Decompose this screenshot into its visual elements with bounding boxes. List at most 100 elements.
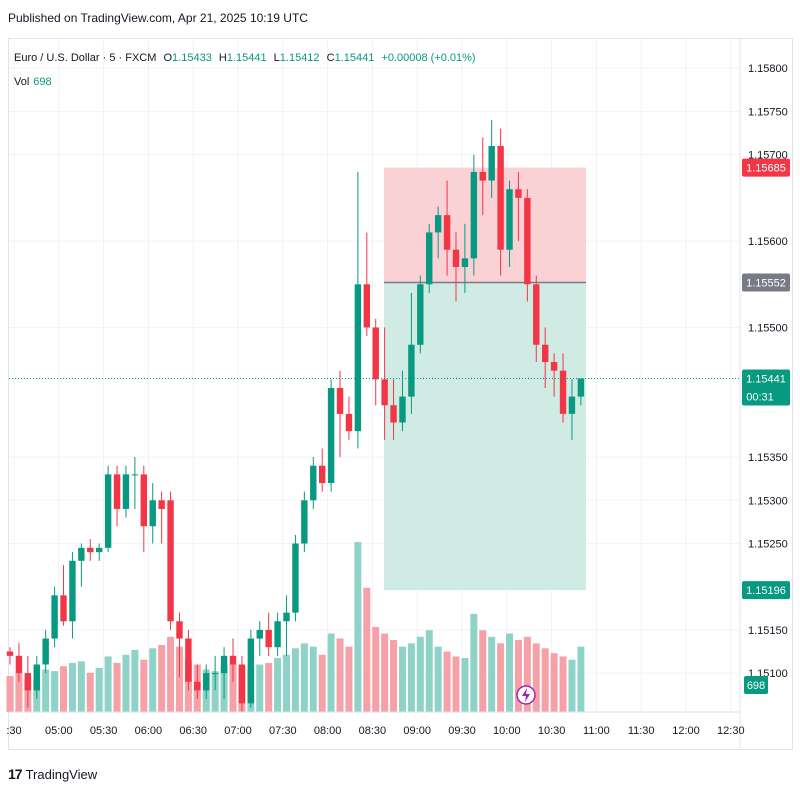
volume-bar bbox=[407, 643, 415, 712]
volume-bar bbox=[291, 648, 299, 712]
volume-bar bbox=[283, 654, 291, 712]
volume-bar bbox=[327, 633, 335, 712]
candle-body bbox=[568, 396, 576, 414]
candle-body bbox=[488, 146, 495, 181]
flash-icon[interactable] bbox=[516, 685, 536, 705]
volume-bar bbox=[300, 643, 308, 712]
volume-bar bbox=[86, 672, 94, 712]
volume-bar bbox=[452, 656, 460, 712]
volume-bar bbox=[167, 636, 175, 712]
volume-bar bbox=[372, 627, 380, 712]
price-tick-label: 1.15350 bbox=[748, 452, 788, 464]
volume-bar bbox=[309, 646, 317, 712]
volume-bar bbox=[568, 659, 576, 712]
volume-bar bbox=[390, 640, 398, 712]
low-value: 1.15412 bbox=[279, 52, 320, 64]
volume-bar bbox=[211, 671, 219, 712]
volume-legend[interactable]: Vol 698 bbox=[14, 76, 52, 88]
time-tick-label: 05:00 bbox=[45, 725, 73, 737]
volume-bar bbox=[506, 633, 514, 712]
candle-body bbox=[229, 655, 237, 665]
volume-bar bbox=[175, 646, 183, 712]
volume-bar bbox=[443, 651, 451, 712]
candle-body bbox=[542, 344, 549, 363]
time-tick-label: 12:30 bbox=[717, 725, 745, 737]
time-axis[interactable]: :30 05:00 05:30 06:00 06:30 07:00 07:30 08:00 08… bbox=[6, 711, 745, 737]
close-value: 1.15441 bbox=[334, 52, 375, 64]
candle-body bbox=[399, 396, 406, 423]
chart-frame[interactable] bbox=[8, 38, 793, 750]
last-price-label-countdown: 00:31 bbox=[746, 391, 774, 403]
volume-bar bbox=[514, 640, 522, 712]
candle-body bbox=[497, 146, 504, 250]
volume-bar bbox=[68, 662, 76, 712]
open-value: 1.15433 bbox=[172, 52, 212, 64]
time-tick-label: 09:30 bbox=[448, 725, 476, 737]
time-tick-label: 10:00 bbox=[493, 725, 521, 737]
candle-body bbox=[274, 621, 281, 648]
volume-bar bbox=[51, 671, 59, 712]
axis-price-labels: 1.15685 1.15552 1.15441 00:31 1.15196 698 bbox=[742, 158, 790, 694]
volume-bar bbox=[131, 649, 139, 712]
symbol-name[interactable]: Euro / U.S. Dollar · 5 · FXCM bbox=[14, 52, 157, 64]
volume-bar bbox=[42, 669, 50, 712]
time-tick-label: 07:00 bbox=[224, 725, 252, 737]
candle-body bbox=[524, 197, 531, 285]
candle-body bbox=[220, 655, 228, 674]
time-tick-label: 10:30 bbox=[538, 725, 566, 737]
price-axis[interactable]: 1.158001.157501.157001.156001.155001.153… bbox=[739, 38, 788, 750]
last-volume-label-bg bbox=[744, 676, 768, 694]
volume-bar bbox=[336, 638, 344, 712]
candle-body bbox=[559, 370, 567, 414]
volume-bar bbox=[122, 654, 130, 712]
target-price-label: 1.15196 bbox=[746, 585, 786, 597]
candle-body bbox=[417, 284, 424, 345]
symbol-legend[interactable]: Euro / U.S. Dollar · 5 · FXCM O1.15433 H… bbox=[14, 52, 476, 64]
volume-bar bbox=[470, 613, 478, 712]
candle-body bbox=[470, 171, 478, 259]
time-tick-label: 11:00 bbox=[583, 725, 610, 737]
price-tick-label: 1.15750 bbox=[748, 106, 788, 118]
price-tick-label: 1.15500 bbox=[748, 322, 788, 334]
volume-bar bbox=[15, 672, 23, 712]
candle-body bbox=[265, 629, 272, 648]
candle-body bbox=[533, 284, 540, 345]
close-label: C bbox=[326, 52, 335, 64]
volume-bar bbox=[95, 667, 103, 712]
volume-bar bbox=[354, 542, 362, 712]
candle-body bbox=[203, 673, 210, 691]
entry-price-label: 1.15552 bbox=[746, 278, 786, 290]
volume-bar bbox=[6, 676, 14, 712]
time-tick-label: 06:30 bbox=[179, 725, 207, 737]
volume-bar bbox=[113, 662, 121, 712]
price-tick-label: 1.15800 bbox=[748, 63, 788, 75]
volume-bar bbox=[398, 646, 406, 712]
candle-body bbox=[158, 500, 165, 509]
volume-bar bbox=[104, 656, 112, 712]
candle-body bbox=[283, 612, 290, 622]
candle-body bbox=[33, 664, 40, 691]
candle-body bbox=[185, 638, 192, 682]
tradingview-brand: 17 TradingView bbox=[8, 766, 97, 782]
volume-bar bbox=[532, 643, 540, 712]
volume-bar bbox=[425, 630, 433, 712]
last-volume-label: 698 bbox=[747, 680, 765, 692]
candle-body bbox=[301, 500, 308, 544]
published-caption: Published on TradingView.com, Apr 21, 20… bbox=[8, 11, 308, 25]
candle-body bbox=[51, 595, 58, 639]
volume-bar bbox=[158, 644, 166, 712]
candle-body bbox=[292, 543, 299, 613]
time-tick-label: 12:00 bbox=[672, 725, 700, 737]
candle-body bbox=[131, 474, 139, 476]
candle-body bbox=[176, 621, 183, 639]
candle-body bbox=[113, 474, 121, 509]
volume-bar bbox=[229, 662, 237, 712]
volume-bar bbox=[256, 664, 264, 712]
volume-bar bbox=[479, 630, 487, 712]
candle-body bbox=[381, 379, 388, 406]
volume-bar bbox=[488, 636, 496, 712]
tradingview-logo-icon: 17 bbox=[8, 766, 23, 782]
volume-label: Vol bbox=[14, 76, 30, 88]
candle-body bbox=[390, 405, 397, 423]
